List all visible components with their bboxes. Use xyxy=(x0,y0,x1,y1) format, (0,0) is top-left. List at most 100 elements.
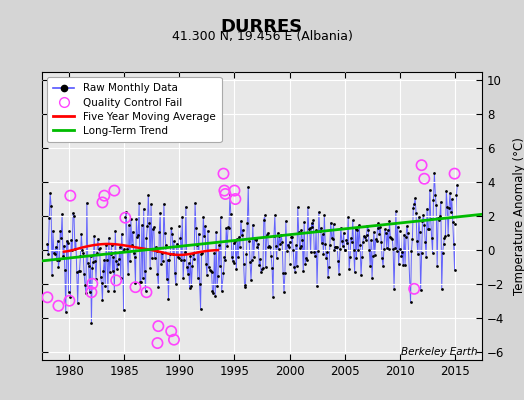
Point xyxy=(68,247,77,254)
Point xyxy=(136,278,144,285)
Point xyxy=(303,204,312,210)
Point xyxy=(357,272,365,279)
Point xyxy=(129,250,138,256)
Point xyxy=(142,289,150,296)
Point xyxy=(162,276,171,282)
Point xyxy=(72,269,81,275)
Point xyxy=(106,251,115,257)
Point xyxy=(281,218,290,224)
Point xyxy=(319,250,328,257)
Point xyxy=(73,300,82,306)
Point xyxy=(131,280,139,287)
Point xyxy=(169,251,177,257)
Point xyxy=(243,220,252,226)
Y-axis label: Temperature Anomaly (°C): Temperature Anomaly (°C) xyxy=(512,137,524,295)
Point xyxy=(147,201,155,208)
Point xyxy=(267,253,275,260)
Point xyxy=(315,228,324,234)
Point xyxy=(221,191,230,197)
Point xyxy=(248,222,257,228)
Point xyxy=(168,230,176,237)
Point xyxy=(54,264,62,270)
Point xyxy=(450,170,458,177)
Point xyxy=(215,242,223,248)
Point xyxy=(116,274,125,281)
Point xyxy=(208,288,216,294)
Point xyxy=(131,284,139,290)
Point xyxy=(384,227,392,234)
Point xyxy=(71,246,79,252)
Point xyxy=(303,256,311,263)
Point xyxy=(128,229,137,235)
Point xyxy=(361,234,369,240)
Point xyxy=(252,236,260,242)
Point xyxy=(270,233,278,240)
Point xyxy=(277,232,286,239)
Point xyxy=(282,247,291,254)
Point xyxy=(82,290,90,296)
Point xyxy=(220,254,228,261)
Point xyxy=(245,238,253,244)
Point xyxy=(181,249,189,256)
Point xyxy=(220,187,228,194)
Point xyxy=(391,208,400,215)
Point xyxy=(127,216,135,222)
Point xyxy=(444,232,452,238)
Point xyxy=(53,238,62,244)
Point xyxy=(144,192,152,198)
Point xyxy=(430,170,439,176)
Point xyxy=(160,200,168,207)
Point xyxy=(219,170,227,177)
Point xyxy=(172,240,181,247)
Point xyxy=(185,285,194,292)
Point xyxy=(98,297,106,304)
Point xyxy=(155,229,163,235)
Point xyxy=(438,286,446,292)
Point xyxy=(304,226,313,232)
Point xyxy=(365,247,374,254)
Point xyxy=(355,222,363,228)
Point xyxy=(137,278,145,285)
Point xyxy=(54,302,62,309)
Point xyxy=(440,235,449,241)
Point xyxy=(198,250,206,256)
Point xyxy=(88,264,96,271)
Point xyxy=(348,217,357,224)
Point xyxy=(289,246,297,253)
Point xyxy=(233,235,242,242)
Point xyxy=(359,233,368,240)
Point xyxy=(108,268,117,274)
Point xyxy=(367,237,375,243)
Point xyxy=(335,271,343,278)
Point xyxy=(411,195,419,202)
Point xyxy=(201,223,209,230)
Point xyxy=(286,261,294,267)
Point xyxy=(316,225,325,231)
Point xyxy=(311,253,319,260)
Point xyxy=(300,219,308,226)
Point xyxy=(389,246,397,252)
Point xyxy=(343,240,352,247)
Point xyxy=(302,255,310,262)
Point xyxy=(196,306,205,312)
Point xyxy=(352,255,361,261)
Point xyxy=(205,267,214,273)
Point xyxy=(230,260,238,266)
Point xyxy=(50,250,58,256)
Point xyxy=(244,184,253,190)
Point xyxy=(105,269,114,275)
Point xyxy=(56,228,64,234)
Point xyxy=(153,271,161,278)
Point xyxy=(322,255,330,262)
Point xyxy=(79,250,88,256)
Point xyxy=(51,244,60,250)
Point xyxy=(151,244,160,250)
Point xyxy=(446,209,455,216)
Point xyxy=(96,274,105,281)
Point xyxy=(89,258,97,265)
Point xyxy=(98,199,106,206)
Point xyxy=(296,244,304,251)
Point xyxy=(429,196,438,203)
Point xyxy=(447,196,456,203)
Point xyxy=(436,199,445,205)
